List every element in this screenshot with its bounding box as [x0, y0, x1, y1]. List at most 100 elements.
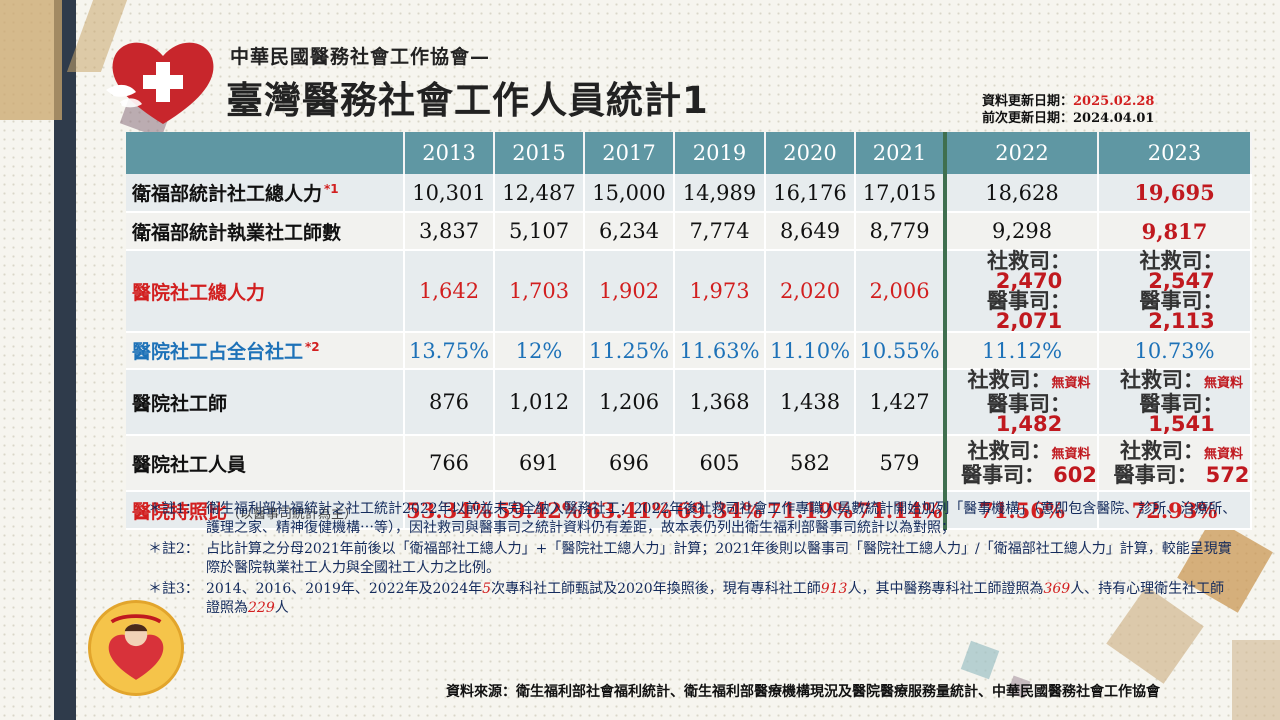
split-value: 2,547 — [1148, 269, 1215, 293]
table-cell: 10.55% — [855, 332, 947, 370]
table-cell: 14,989 — [674, 174, 766, 213]
footnote-highlight: 5 — [482, 581, 492, 597]
table-cell: 1,703 — [494, 250, 585, 333]
table-cell: 72.93% — [1098, 491, 1252, 530]
row-label-note: （以醫事司統計為主） — [227, 506, 358, 522]
mascot-badge-icon — [88, 600, 184, 696]
table-cell: 6,234 — [584, 212, 675, 251]
split-label: 醫事司： — [1139, 289, 1224, 313]
table-cell: 17,015 — [855, 174, 947, 213]
table-row: 醫院社工總人力 1,642 1,703 1,902 1,973 2,020 2,… — [126, 249, 1252, 333]
page-title: 臺灣醫務社會工作人員統計1 — [226, 79, 709, 122]
split-value: 1,482 — [995, 412, 1063, 436]
footnote-highlight: 913 — [820, 581, 848, 597]
split-cell: 社救司：2,547 醫事司：2,113 — [1098, 249, 1252, 333]
split-label: 醫事司： — [961, 463, 1046, 487]
year-header: 2013 — [404, 132, 495, 174]
split-value: 無資料 — [1203, 376, 1243, 391]
table-cell: 53.34% — [404, 491, 495, 530]
split-value: 無資料 — [1203, 447, 1243, 462]
table-cell: 13.75% — [404, 332, 495, 370]
decor-shape — [1232, 640, 1280, 720]
table-cell: 12,487 — [494, 174, 585, 213]
footnote-3: ＊註3： 2014、2016、2019年、2022年及2024年5次專科社工師甄… — [148, 580, 1238, 618]
table-cell: 1,368 — [674, 369, 766, 436]
split-label: 社救司： — [1139, 249, 1224, 273]
table-row: 醫院社工人員 766 691 696 605 582 579 社救司：無資料 醫… — [126, 435, 1252, 492]
table-cell: 605 — [674, 435, 766, 492]
row-label: 醫院持照比（以醫事司統計為主） — [126, 491, 405, 530]
table-cell: 8,779 — [855, 212, 947, 251]
table-cell: 16,176 — [765, 174, 856, 213]
heart-cross-logo-icon — [106, 42, 214, 124]
stats-table: 2013 2015 2017 2019 2020 2021 2022 2023 … — [126, 132, 1252, 530]
table-cell: 766 — [404, 435, 495, 492]
table-row: 醫院社工占全台社工 *2 13.75% 12% 11.25% 11.63% 11.… — [126, 332, 1252, 370]
split-value: 2,470 — [995, 269, 1063, 293]
table-cell: 8,649 — [765, 212, 856, 251]
split-value: 2,071 — [995, 309, 1063, 333]
table-cell: 63.41% — [584, 491, 675, 530]
year-header: 2015 — [494, 132, 585, 174]
source-text: 資料來源：衛生福利部社會福利統計、衛生福利部醫療機構現況及醫院醫療服務量統計、中… — [446, 684, 1160, 700]
table-cell: 1,012 — [494, 369, 585, 436]
row-label: 醫院社工總人力 — [126, 250, 405, 333]
split-label: 醫事司： — [987, 289, 1071, 313]
year-header: 2020 — [765, 132, 856, 174]
footnote-text: 占比計算之分母2021年前後以「衛福部社工總人力」+「醫院社工總人力」計算；20… — [206, 541, 1232, 576]
header-blank-cell — [126, 132, 405, 174]
table-cell: 1,902 — [584, 250, 675, 333]
table-cell: 7,774 — [674, 212, 766, 251]
table-cell: 696 — [584, 435, 675, 492]
footnote-tag: ＊註2： — [148, 541, 199, 557]
table-cell: 11.25% — [584, 332, 675, 370]
footnote-text: 人 — [274, 600, 289, 616]
table-row: 衛福部統計社工總人力 *1 10,301 12,487 15,000 14,989… — [126, 174, 1252, 213]
prev-update-date: 2024.04.01 — [1073, 111, 1155, 126]
table-cell: 1,642 — [404, 250, 495, 333]
footnotes: ＊註1： 衛生福利部社福統計之社工統計2022年以前並未完全納入醫務社工；202… — [148, 500, 1238, 620]
row-label-text: 醫院社工占全台社工 — [132, 341, 304, 363]
year-header: 2021 — [855, 132, 947, 174]
table-cell: 9,298 — [945, 212, 1099, 251]
row-label: 醫院社工占全台社工 *2 — [126, 332, 405, 370]
footnote-text: 人、持有心理衛生社工師證照為 — [206, 581, 1225, 616]
row-label: 醫院社工師 — [126, 369, 405, 436]
split-value: 無資料 — [1051, 376, 1091, 391]
footnote-1: ＊註1： 衛生福利部社福統計之社工統計2022年以前並未完全納入醫務社工；202… — [148, 500, 1238, 538]
table-cell: 11.10% — [765, 332, 856, 370]
row-label-text: 衛福部統計社工總人力 — [132, 183, 323, 205]
update-date: 2025.02.28 — [1073, 94, 1155, 109]
split-value: 無資料 — [1051, 447, 1091, 462]
table-row: 衛福部統計執業社工師數 3,837 5,107 6,234 7,774 8,64… — [126, 212, 1252, 251]
table-cell: 691 — [494, 435, 585, 492]
table-cell-highlight: 19,695 — [1098, 174, 1252, 213]
year-header: 2022 — [945, 132, 1099, 174]
update-info: 資料更新日期：2025.02.28 前次更新日期：2024.04.01 — [982, 93, 1154, 127]
split-cell: 社救司：2,470 醫事司：2,071 — [945, 250, 1099, 333]
footnote-text: 次專科社工師甄試及2020年換照後，現有專科社工師 — [491, 581, 821, 597]
split-label: 社救司： — [967, 368, 1052, 392]
split-cell: 社救司：無資料 醫事司： 602 — [945, 435, 1099, 492]
table-row: 醫院持照比（以醫事司統計為主） 53.34% 59.42% 63.41% 69.… — [126, 491, 1252, 530]
footnote-highlight: 369 — [1043, 581, 1071, 597]
table-cell: 1,427 — [855, 369, 947, 436]
split-label: 醫事司： — [1113, 463, 1198, 487]
footnote-text: 衛生福利部社福統計之社工統計2022年以前並未完全納入醫務社工；2022年後社救… — [206, 501, 1237, 536]
table-cell: 582 — [765, 435, 856, 492]
footnote-tag: ＊註1： — [148, 501, 199, 517]
table-cell: 71.14% — [855, 491, 947, 530]
split-cell: 社救司：無資料 醫事司：1,482 — [945, 368, 1099, 436]
footnote-text: 2014、2016、2019年、2022年及2024年 — [206, 581, 483, 597]
table-cell: 3,837 — [404, 212, 495, 251]
footnote-2: ＊註2： 占比計算之分母2021年前後以「衛福部社工總人力」+「醫院社工總人力」… — [148, 540, 1238, 578]
table-cell: 15,000 — [584, 174, 675, 213]
row-label: 衛福部統計執業社工師數 — [126, 212, 405, 251]
table-cell: 2,020 — [765, 250, 856, 333]
prev-update-label: 前次更新日期： — [982, 111, 1074, 126]
table-cell: 1,206 — [584, 369, 675, 436]
decor-shape — [960, 640, 1000, 680]
split-value: 572 — [1205, 463, 1250, 487]
table-cell: 11.12% — [945, 332, 1099, 370]
split-label: 醫事司： — [1139, 392, 1224, 416]
